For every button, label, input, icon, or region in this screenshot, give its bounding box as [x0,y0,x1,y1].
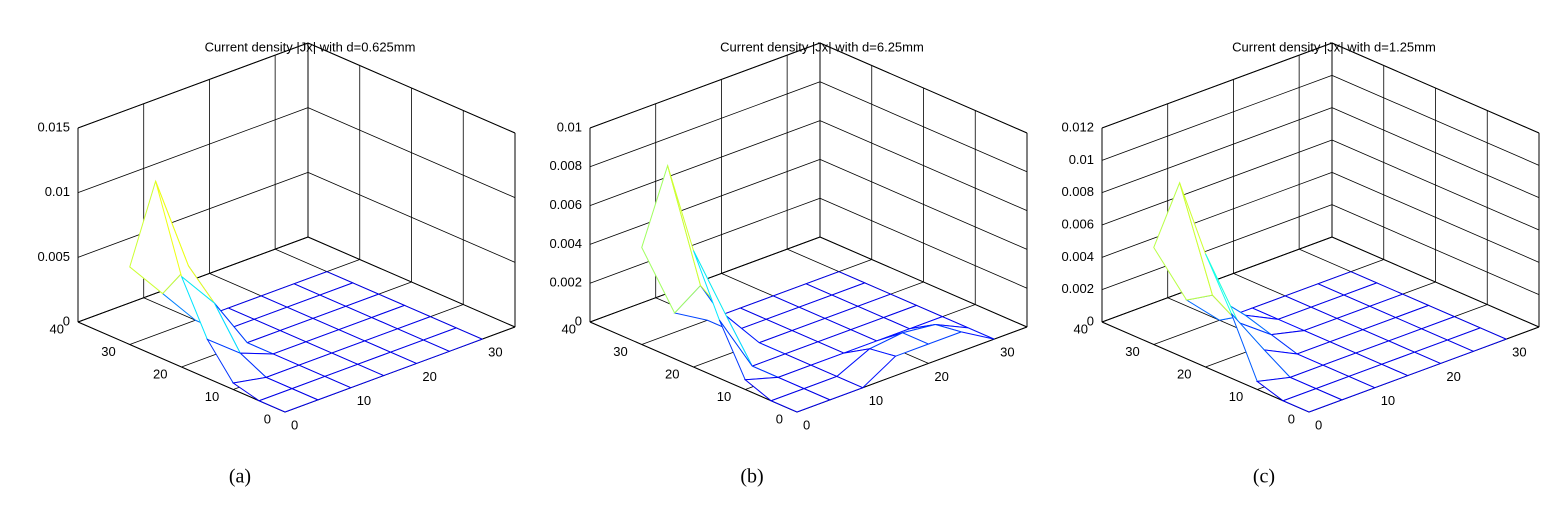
z-tick-label: 0.004 [1061,249,1094,264]
grid-line [1331,42,1540,134]
x-tick-label: 30 [1512,345,1526,360]
y-axis [589,321,798,413]
z-tick-label: 0.006 [549,197,582,212]
z-tick-label: 0.015 [37,119,70,134]
z-tick-label: 0.002 [1061,281,1094,296]
z-tick-label: 0.012 [1061,119,1094,134]
grid-line [589,120,821,206]
z-tick-label: 0.01 [45,184,70,199]
y-tick-label: 40 [50,321,64,336]
grid-line [1331,107,1540,199]
grid-line [819,120,1028,211]
z-tick-label: 0.006 [1061,216,1094,231]
y-tick-label: 20 [153,366,167,381]
chart-title: Current density |Jx| with d=6.25mm [720,39,924,54]
grid-line [1331,74,1540,166]
grid-line [589,81,821,168]
grid-line [819,197,1028,289]
y-tick-label: 10 [717,389,731,404]
chart-title: Current density |Jx| with d=0.625mm [205,39,416,54]
y-tick-label: 30 [1125,344,1139,359]
y-tick-label: 40 [1074,321,1088,336]
grid-line [819,236,1028,328]
x-tick-label: 0 [291,417,298,432]
grid-line [77,107,309,194]
grid-line [1101,42,1333,129]
grid-line [77,171,309,258]
grid-line [819,81,1028,173]
mesh-cell [1153,181,1214,301]
x-tick-label: 20 [422,369,436,384]
z-tick-label: 0 [63,313,70,328]
mesh-cell [257,388,320,413]
y-axis [1101,321,1310,413]
mesh-cell [769,388,832,413]
grid-line [819,42,1028,134]
grid-line [1101,74,1333,161]
mesh-cell [1281,388,1344,413]
grid-line [589,159,821,245]
grid-line [307,42,516,134]
x-tick-label: 20 [1446,369,1460,384]
chart-title: Current density |Jx| with d=1.25mm [1232,39,1436,54]
z-tick-label: 0.002 [549,275,582,290]
y-tick-label: 0 [264,411,271,426]
z-tick-label: 0 [1087,313,1094,328]
x-tick-label: 10 [1381,393,1395,408]
x-tick-label: 10 [357,393,371,408]
grid-line [589,42,821,129]
y-tick-label: 30 [101,344,115,359]
z-tick-label: 0.004 [549,236,582,251]
x-tick-label: 20 [934,369,948,384]
caption: (b) [740,466,763,488]
y-tick-label: 40 [562,321,576,336]
x-tick-label: 0 [803,417,810,432]
caption: (a) [229,466,251,488]
z-tick-label: 0.005 [37,249,70,264]
y-tick-label: 10 [1229,389,1243,404]
grid-line [1331,171,1540,263]
z-tick-label: 0.008 [1061,184,1094,199]
x-tick-label: 30 [1000,345,1014,360]
grid-line [819,159,1028,250]
y-tick-label: 0 [776,411,783,426]
y-tick-label: 20 [665,366,679,381]
grid-line [1331,236,1540,328]
grid-line [1101,171,1333,258]
mesh-cell [641,163,702,314]
y-tick-label: 30 [613,344,627,359]
grid-line [1101,204,1333,291]
y-axis [77,321,286,413]
y-tick-label: 20 [1177,366,1191,381]
y-tick-label: 0 [1288,411,1295,426]
grid-line [77,42,309,129]
grid-line [1331,139,1540,231]
z-tick-label: 0.01 [557,119,582,134]
z-tick-label: 0.01 [1069,152,1094,167]
x-tick-label: 30 [488,345,502,360]
x-tick-label: 10 [869,393,883,408]
z-tick-label: 0.008 [549,158,582,173]
grid-line [589,197,821,284]
grid-line [307,171,516,263]
x-tick-label: 0 [1315,417,1322,432]
grid-line [1101,139,1333,226]
grid-line [1331,204,1540,296]
grid-line [307,107,516,199]
caption: (c) [1253,466,1275,488]
y-tick-label: 10 [205,389,219,404]
grid-line [1101,107,1333,194]
z-tick-label: 0 [575,313,582,328]
grid-line [307,236,516,328]
